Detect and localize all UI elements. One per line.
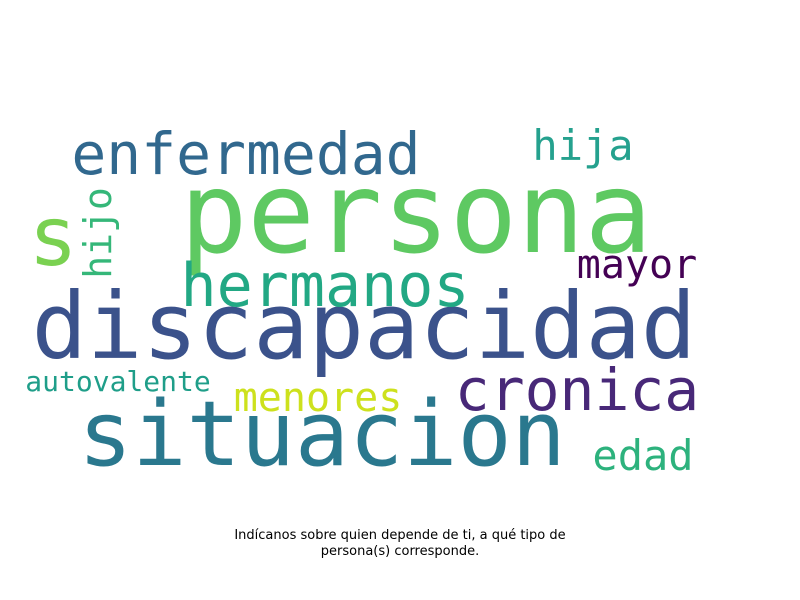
caption-line-1: Indícanos sobre quien depende de ti, a q… [234,528,566,543]
word-hijo: hijo [76,187,120,279]
word-cronica: cronica [455,356,699,424]
word-enfermedad: enfermedad [71,120,420,188]
word-mayor: mayor [577,242,697,288]
word-hermanos: hermanos [181,251,470,321]
word-menores: menores [234,375,403,421]
word-discapacidad: discapacidad [32,273,697,380]
word-situacion: situacion [78,382,566,487]
caption-line-2: persona(s) corresponde. [320,544,480,559]
word-s: s [28,190,77,285]
word-autovalente: autovalente [25,365,210,398]
word-persona: persona [180,149,652,279]
caption: Indícanos sobre quien depende de ti, a q… [150,528,650,560]
word-hija: hija [532,121,633,170]
word-edad: edad [592,431,693,480]
